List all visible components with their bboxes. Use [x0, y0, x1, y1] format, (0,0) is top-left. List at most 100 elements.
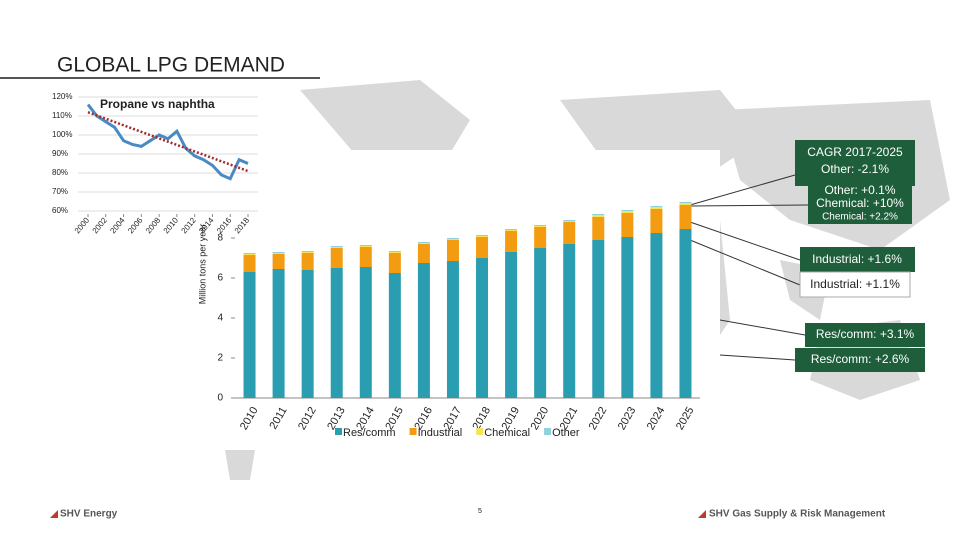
bar-segment [243, 272, 256, 398]
bar-segment [621, 210, 634, 211]
bar-segment [650, 206, 663, 207]
bar-segment [446, 240, 459, 261]
y-tick-label: 120% [52, 92, 72, 101]
callout-box [808, 186, 912, 224]
callout-text: Chemical: +2.2% [822, 212, 898, 223]
callout-text: Other: -2.1% [821, 162, 889, 176]
data-line [86, 103, 249, 181]
bar-segment [301, 253, 314, 270]
bar-segment [650, 209, 663, 233]
callout-box [795, 140, 915, 186]
bar-segment [388, 251, 401, 252]
callout-text: Other: +0.1% [824, 183, 895, 197]
bar-segment [330, 248, 343, 268]
bar-segment [359, 267, 372, 398]
bar-segment [476, 237, 489, 258]
bar-segment [621, 211, 634, 213]
bar-segment [476, 236, 489, 237]
y-tick-label: 0 [217, 393, 223, 404]
bar-segment [679, 203, 692, 205]
bar-segment [476, 258, 489, 398]
legend-swatch [335, 428, 342, 435]
y-tick-label: 4 [217, 313, 223, 324]
bar-segment [505, 252, 518, 398]
callout-box [795, 348, 925, 372]
y-tick-label: 6 [217, 273, 223, 284]
bar-segment [446, 238, 459, 239]
y-tick-label: 8 [217, 233, 223, 244]
bar-segment [388, 253, 401, 273]
callout-text: Res/comm: +2.6% [811, 352, 910, 366]
legend-label: Other [552, 427, 580, 439]
y-tick-label: 60% [52, 206, 68, 215]
bar-segment [417, 243, 430, 244]
bar-segment [476, 235, 489, 236]
callout-text: Industrial: +1.6% [812, 252, 902, 266]
callout-text: CAGR 2017-2025 [807, 145, 903, 159]
inset-title: Propane vs naphtha [100, 97, 215, 111]
bar-segment [505, 231, 518, 252]
bar-segment [301, 252, 314, 253]
callout-box [805, 323, 925, 347]
callout-text: Industrial: +1.1% [810, 277, 900, 291]
bar-segment [534, 225, 547, 226]
legend-swatch [476, 428, 484, 435]
bar-segment [272, 254, 285, 269]
bar-segment [243, 255, 256, 272]
bar-segment [417, 242, 430, 243]
bar-segment [679, 229, 692, 398]
bar-segment [534, 248, 547, 398]
bar-segment [272, 253, 285, 254]
bar-segment [563, 244, 576, 398]
leader-lines [689, 174, 809, 361]
callout-text: Res/comm: +3.1% [816, 327, 915, 341]
bar-segment [301, 251, 314, 252]
bar-segment [563, 222, 576, 244]
bar-segment [330, 268, 343, 398]
legend-label: Chemical [484, 427, 530, 439]
bar-segment [243, 254, 256, 255]
bar-segment [359, 246, 372, 247]
legend-label: Res/comm [343, 427, 396, 439]
bar-segment [592, 214, 605, 215]
page-number: 5 [478, 508, 482, 515]
bar-segment [446, 239, 459, 240]
trend-line [87, 111, 249, 173]
y-tick-label: 2 [217, 353, 223, 364]
bar-segment [359, 247, 372, 267]
bar-segment [417, 263, 430, 398]
logo-mark [50, 510, 58, 518]
bar-segment [563, 221, 576, 222]
bar-segment [417, 244, 430, 263]
bar-segment [679, 205, 692, 229]
page-title: GLOBAL LPG DEMAND [57, 54, 285, 77]
legend-swatch [544, 428, 552, 435]
bar-segment [388, 252, 401, 253]
bar-segment [446, 261, 459, 398]
bar-segment [505, 229, 518, 230]
y-tick-label: 110% [52, 111, 72, 120]
y-tick-label: 70% [52, 187, 68, 196]
y-tick-label: 100% [52, 130, 72, 139]
bar-segment [534, 226, 547, 227]
bar-segment [650, 233, 663, 398]
bar-segment [359, 245, 372, 246]
footer-left: SHV Energy [60, 509, 118, 520]
logo-mark [698, 510, 706, 518]
bar-segment [679, 202, 692, 203]
bar-segment [563, 220, 576, 221]
bar-segment [272, 252, 285, 253]
footer-right: SHV Gas Supply & Risk Management [709, 509, 886, 520]
y-tick-label: 80% [52, 168, 68, 177]
legend-label: Industrial [418, 427, 463, 439]
callout-text: Chemical: +10% [816, 196, 904, 210]
bar-segment [534, 227, 547, 248]
bar-segment [243, 253, 256, 254]
bar-segment [621, 237, 634, 398]
bar-segment [330, 247, 343, 248]
bar-segment [388, 273, 401, 398]
bar-segment [301, 270, 314, 398]
bar-segment [650, 207, 663, 209]
